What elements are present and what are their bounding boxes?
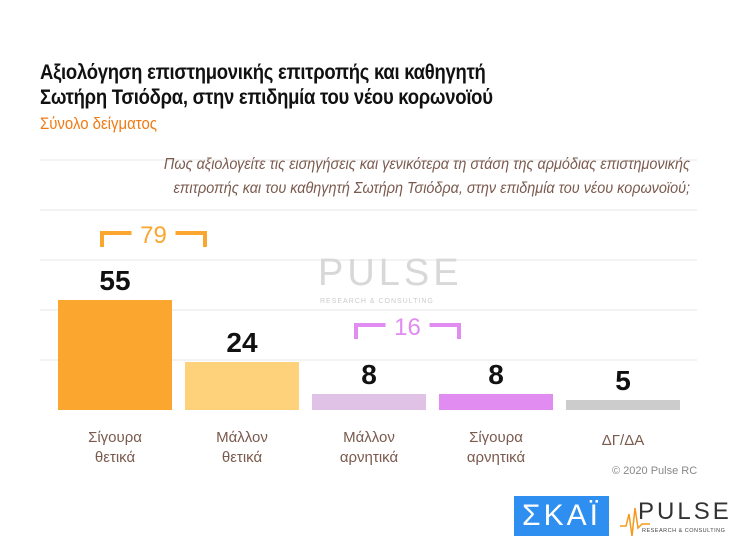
group-bracket [354,323,461,339]
data-label: 55 [99,265,130,296]
group-bracket [100,231,207,247]
pulse-logo: PULSE RESEARCH & CONSULTING [620,498,730,537]
skai-logo: ΣΚΑΪ [514,496,609,536]
category-label: Σίγουρα [469,429,523,446]
category-label: θετικά [95,449,136,466]
data-label: 8 [361,359,377,390]
bar [185,362,299,410]
category-label: θετικά [222,449,263,466]
group-total-label: 16 [394,314,421,341]
bar [58,300,172,410]
category-label: αρνητικά [467,449,526,466]
bar [312,394,426,410]
data-label: 5 [615,365,631,396]
category-label: Σίγουρα [88,429,142,446]
data-label: 24 [226,327,258,358]
svg-text:PULSE: PULSE [638,498,730,525]
chart-title: Αξιολόγηση επιστημονικής επιτροπής και κ… [40,60,493,110]
copyright: © 2020 Pulse RC [612,465,698,477]
category-label: ΔΓ/ΔΑ [602,432,644,449]
svg-text:RESEARCH & CONSULTING: RESEARCH & CONSULTING [642,528,725,534]
watermark-tagline: RESEARCH & CONSULTING [320,298,434,305]
bar [566,400,680,410]
title-line: Σωτήρη Τσιόδρα, στην επιδημία του νέου κ… [40,86,493,109]
category-label: Μάλλον [343,429,395,446]
watermark: PULSE [318,252,463,294]
chart-subtitle: Σύνολο δείγματος [40,114,157,133]
group-total-label: 79 [140,222,167,249]
category-label: αρνητικά [340,449,399,466]
survey-question: Πως αξιολογείτε τις εισηγήσεις και γενικ… [163,156,690,197]
data-label: 8 [488,359,504,390]
title-line: Αξιολόγηση επιστημονικής επιτροπής και κ… [40,61,486,84]
category-label: Μάλλον [216,429,268,446]
bar [439,394,553,410]
